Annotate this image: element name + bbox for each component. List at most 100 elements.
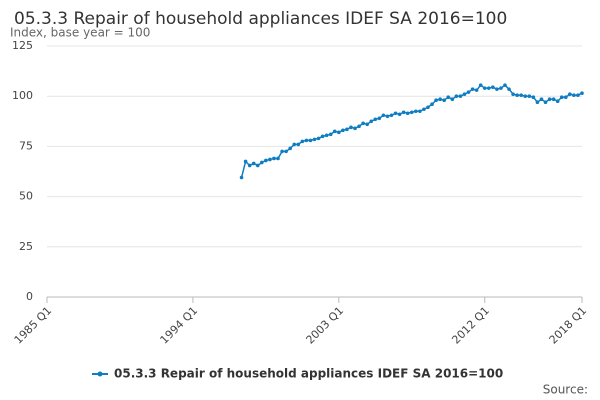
data-point [503,83,507,87]
data-point [470,87,475,91]
y-tick-label: 25 [19,240,33,253]
data-point [332,129,337,134]
data-point [519,93,524,97]
data-point [426,105,430,110]
data-point [393,111,398,116]
data-point [535,100,540,105]
data-point [486,86,491,90]
data-point [572,93,576,97]
x-tick-label: 1994 Q1 [158,304,201,347]
data-point [260,160,264,165]
data-point [247,163,252,168]
data-point [284,149,288,154]
data-point [308,138,313,143]
data-point [288,146,292,151]
data-point [345,127,349,132]
data-point [422,107,426,112]
data-point [381,113,386,118]
source: Source: [543,383,588,397]
data-point [373,117,378,122]
data-point [559,95,564,100]
data-point [551,97,556,102]
data-point [316,136,321,141]
data-point [474,88,479,92]
data-point [337,130,341,135]
x-tick-label: 1985 Q1 [12,304,55,347]
data-point [527,94,532,98]
data-point [349,125,353,130]
data-point [276,156,280,161]
data-point [280,149,284,154]
data-point [296,142,301,147]
data-point [555,99,560,104]
data-point [300,139,305,144]
data-point [450,97,455,102]
data-point [491,85,495,89]
data-point [255,163,260,168]
legend-marker [97,371,103,377]
data-point [418,109,422,114]
chart-title: 05.3.3 Repair of household appliances ID… [14,9,507,29]
data-point [328,132,333,137]
x-tick-label: 2012 Q1 [449,304,492,347]
data-point [442,98,446,103]
data-point [495,87,499,91]
data-point [357,124,361,129]
data-point [446,95,451,100]
data-point [499,86,503,90]
data-point [365,122,369,127]
data-point [401,110,406,115]
data-point [397,112,402,117]
data-point [361,121,365,126]
data-point [515,93,519,97]
data-point [576,93,580,97]
data-point [543,100,548,105]
data-point [466,90,471,94]
data-point [454,94,459,98]
data-point [482,86,487,90]
data-point [251,161,256,166]
data-point [547,97,552,102]
data-point [438,97,442,102]
data-point [264,158,268,163]
data-point [511,92,515,96]
data-point [369,119,374,124]
chart-subtitle: Index, base year = 100 [10,26,150,40]
y-tick-label: 50 [19,190,33,203]
data-point [239,175,244,180]
data-point [478,83,483,87]
data-point [385,114,390,119]
data-point [430,102,434,107]
y-tick-label: 125 [12,39,33,52]
legend-label: 05.3.3 Repair of household appliances ID… [114,367,503,381]
data-point [458,94,463,98]
data-point [389,113,394,118]
x-tick-label: 2018 Q1 [547,304,590,347]
series-line [240,84,583,178]
data-point [324,133,329,138]
data-point [568,92,572,96]
data-point [409,110,414,115]
data-point [341,128,345,133]
data-point [580,91,584,95]
data-point [243,159,248,164]
data-point [320,134,325,139]
data-point [272,156,276,161]
data-point [312,137,317,142]
data-point [462,92,467,96]
data-point [377,116,382,121]
data-point [304,138,309,143]
data-point [434,98,438,103]
data-point [414,109,418,114]
y-tick-label: 100 [12,89,33,102]
data-point [539,97,544,102]
x-tick-label: 2003 Q1 [304,304,347,347]
data-point [353,126,357,131]
data-point [507,87,511,91]
data-point [268,157,272,162]
y-tick-label: 0 [26,290,33,303]
data-point [405,111,410,116]
data-point [563,95,568,100]
